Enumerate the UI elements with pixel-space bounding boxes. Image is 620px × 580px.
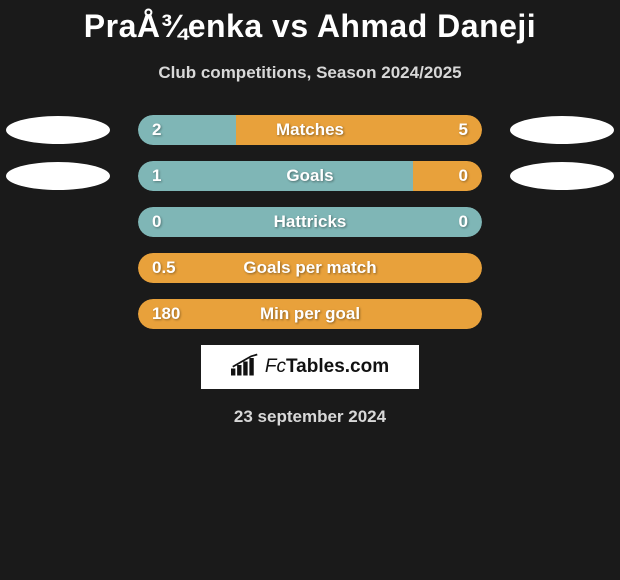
stat-bar: 180 Min per goal [138, 299, 482, 329]
bar-segment-left [138, 161, 413, 191]
player-right-badge [510, 162, 614, 190]
comparison-card: PraÅ¾enka vs Ahmad Daneji Club competiti… [0, 0, 620, 427]
stat-bar: 1 0 Goals [138, 161, 482, 191]
chart-icon [231, 353, 259, 382]
source-logo: FcTables.com [201, 345, 419, 389]
stat-value-left: 2 [152, 120, 161, 140]
stat-bar: 0 0 Hattricks [138, 207, 482, 237]
stat-label: Matches [276, 120, 344, 140]
stats-list: 2 5 Matches 1 0 Goals 0 0 Hattricks 0.5 Goals per … [0, 115, 620, 329]
stat-row: 1 0 Goals [0, 161, 620, 191]
player-left-badge [6, 116, 110, 144]
stat-value-right: 0 [459, 212, 468, 232]
stat-label: Goals [286, 166, 333, 186]
stat-label: Min per goal [260, 304, 360, 324]
stat-bar: 0.5 Goals per match [138, 253, 482, 283]
stat-label: Goals per match [243, 258, 376, 278]
stat-row: 0 0 Hattricks [0, 207, 620, 237]
stat-value-right: 0 [459, 166, 468, 186]
stat-value-left: 1 [152, 166, 161, 186]
date-label: 23 september 2024 [0, 407, 620, 427]
stat-value-left: 0 [152, 212, 161, 232]
bar-segment-right [413, 161, 482, 191]
page-subtitle: Club competitions, Season 2024/2025 [0, 63, 620, 83]
stat-value-right: 5 [459, 120, 468, 140]
player-left-badge [6, 162, 110, 190]
stat-bar: 2 5 Matches [138, 115, 482, 145]
bar-segment-right [236, 115, 482, 145]
stat-row: 2 5 Matches [0, 115, 620, 145]
player-right-badge [510, 116, 614, 144]
stat-value-left: 0.5 [152, 258, 176, 278]
stat-value-left: 180 [152, 304, 180, 324]
stat-row: 0.5 Goals per match [0, 253, 620, 283]
stat-label: Hattricks [274, 212, 347, 232]
stat-row: 180 Min per goal [0, 299, 620, 329]
logo-text: FcTables.com [265, 356, 389, 378]
page-title: PraÅ¾enka vs Ahmad Daneji [0, 8, 620, 45]
